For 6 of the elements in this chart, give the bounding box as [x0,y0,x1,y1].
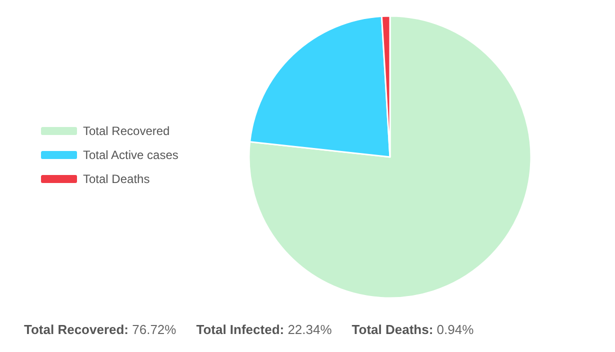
text: Total Infected: 22.34% [196,322,332,337]
legend-label: Total Deaths [83,172,150,186]
legend-label: Total Active cases [83,148,178,162]
legend-label: Total Recovered [83,124,170,138]
text: Total Deaths: 0.94% [352,322,474,337]
text: Total Recovered: 76.72% [24,322,176,337]
